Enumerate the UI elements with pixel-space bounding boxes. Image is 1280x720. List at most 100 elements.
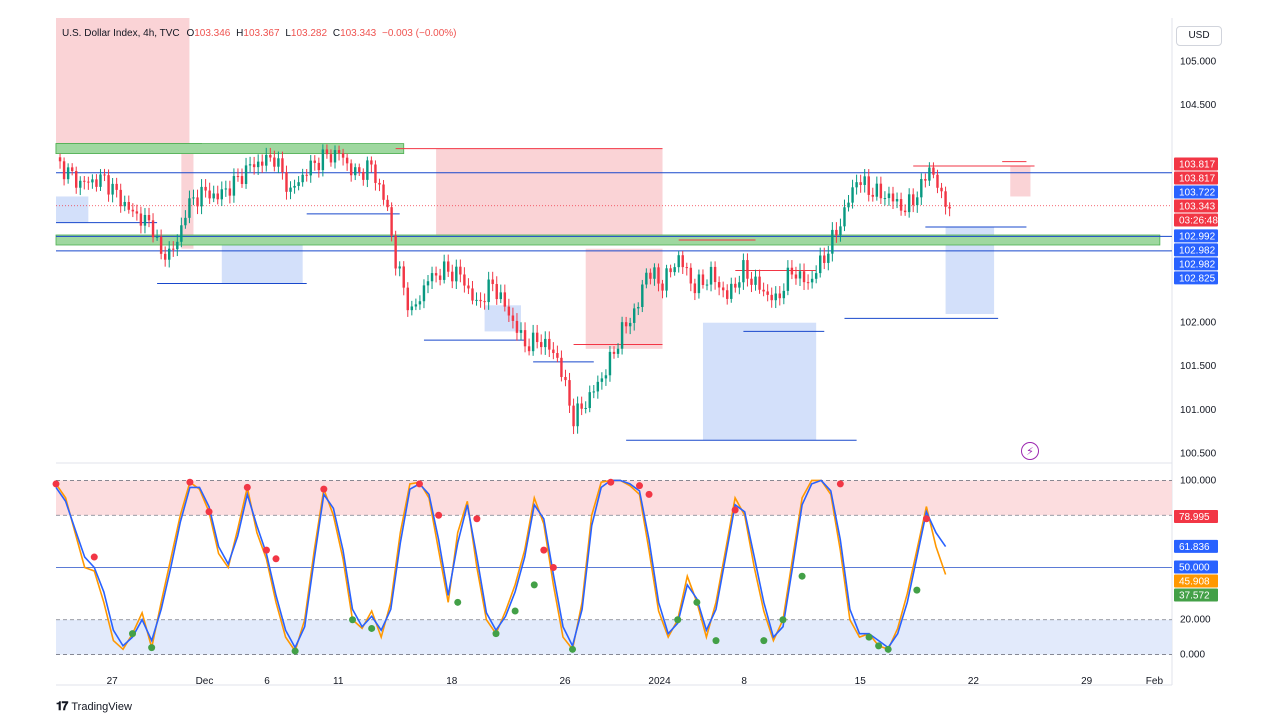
candle-body — [147, 214, 151, 221]
price-label-text: 102.982 — [1179, 259, 1216, 270]
candle-body — [851, 187, 854, 203]
candle-body — [256, 161, 260, 168]
currency-button[interactable]: USD — [1176, 26, 1222, 46]
oscillator-label-text: 37.572 — [1179, 591, 1210, 602]
price-label-box — [1174, 271, 1218, 285]
order-block — [585, 248, 663, 349]
lightning-icon[interactable]: ⚡ — [1021, 442, 1039, 460]
candle-body — [624, 322, 628, 327]
candle-body — [159, 236, 163, 254]
price-label-text: 03:26:48 — [1179, 216, 1218, 227]
signal-dot — [712, 637, 720, 645]
candle-body — [289, 187, 292, 192]
signal-dot — [549, 564, 557, 571]
candle-body — [746, 260, 749, 279]
order-block — [1010, 166, 1031, 197]
candle-body — [697, 274, 701, 294]
candle-body — [657, 267, 660, 284]
price-axis-tick: 100.500 — [1180, 448, 1217, 459]
candle-body — [782, 290, 786, 299]
price-label-box — [1174, 185, 1218, 199]
candle-body — [709, 266, 713, 285]
candle-body — [447, 261, 450, 272]
price-label-box — [1174, 243, 1218, 257]
candle-body — [766, 291, 769, 295]
symbol-legend: U.S. Dollar Index, 4h, TVC O103.346 H103… — [62, 28, 457, 39]
candle-body — [503, 292, 507, 307]
oscillator-label-box — [1174, 588, 1218, 602]
candle-body — [928, 167, 931, 181]
signal-dot — [674, 616, 682, 624]
overbought-band — [56, 480, 1172, 516]
signal-dot — [645, 490, 653, 498]
symbol-name: U.S. Dollar Index, 4h, TVC — [62, 28, 180, 39]
price-axis-tick: 101.500 — [1180, 361, 1217, 372]
signal-dot — [52, 480, 60, 488]
price-label-box — [1174, 171, 1218, 185]
candle-body — [616, 348, 620, 354]
candle-body — [794, 274, 798, 279]
candle-body — [212, 193, 215, 199]
candle-body — [762, 289, 765, 292]
candle-body — [349, 163, 353, 176]
stoch-d-line — [55, 479, 947, 650]
candle-body — [265, 154, 268, 166]
candle-body — [83, 180, 86, 182]
candle-body — [91, 179, 94, 183]
signal-dot — [205, 508, 213, 516]
candle-body — [139, 213, 143, 226]
candle-body — [770, 294, 773, 301]
price-label-box — [1174, 157, 1218, 171]
candle-body — [208, 190, 211, 199]
candle-body — [236, 176, 240, 178]
candle-body — [418, 301, 422, 305]
candle-body — [354, 167, 357, 176]
signal-dot — [635, 482, 643, 490]
candle-body — [859, 182, 862, 185]
candle-body — [903, 210, 907, 213]
candle-body — [313, 160, 316, 163]
candle-body — [410, 306, 414, 311]
tradingview-logo[interactable]: 𝟏𝟕 TradingView — [56, 699, 132, 714]
candle-body — [742, 260, 745, 283]
price-label-text: 102.982 — [1179, 245, 1216, 256]
candle-body — [907, 194, 911, 213]
candle-body — [366, 160, 369, 180]
price-label-box — [1174, 213, 1218, 227]
candle-body — [277, 158, 280, 167]
price-label-box — [1174, 257, 1218, 271]
candle-body — [843, 207, 846, 227]
candle-body — [244, 165, 248, 184]
candle-body — [891, 193, 895, 202]
candle-body — [912, 194, 915, 206]
order-block — [181, 152, 194, 249]
candle-body — [99, 174, 102, 187]
candle-body — [600, 378, 604, 382]
candle-body — [556, 353, 559, 358]
tradingview-logo-icon: 𝟏𝟕 — [56, 699, 68, 713]
candle-body — [163, 253, 167, 260]
candle-body — [701, 274, 705, 286]
signal-dot — [731, 506, 739, 514]
candle-body — [515, 320, 519, 333]
candle-body — [79, 180, 82, 188]
candle-body — [750, 278, 753, 285]
candle-body — [119, 189, 122, 207]
time-axis-label: 11 — [333, 676, 344, 687]
oscillator-label-text: 61.836 — [1179, 542, 1210, 553]
candle-body — [434, 273, 438, 276]
candle-body — [168, 248, 171, 260]
candle-body — [228, 188, 232, 196]
candle-body — [531, 332, 535, 352]
candle-body — [471, 288, 474, 301]
signal-dot — [922, 515, 930, 523]
time-axis-label: 29 — [1081, 676, 1093, 687]
oscillator-axis-tick: 100.000 — [1180, 475, 1217, 486]
candle-body — [544, 338, 547, 348]
candle-body — [802, 271, 806, 283]
candle-body — [402, 266, 405, 288]
candle-body — [188, 198, 191, 218]
candle-body — [572, 405, 575, 427]
signal-dot — [129, 630, 137, 638]
